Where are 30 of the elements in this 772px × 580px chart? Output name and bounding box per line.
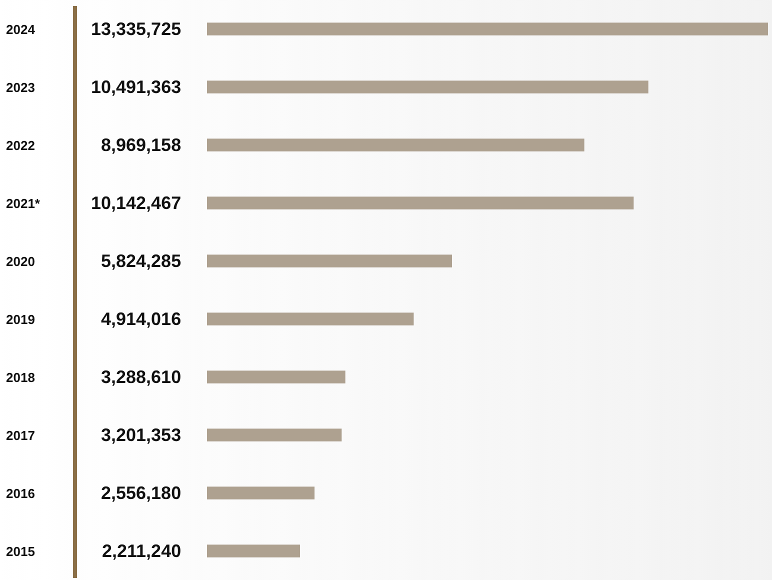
bar (207, 486, 315, 500)
bar (207, 312, 414, 326)
data-label: 10,142,467 (91, 193, 182, 213)
y-tick-label: 2016 (6, 486, 35, 501)
y-tick-label: 2019 (6, 312, 35, 327)
bar (207, 196, 634, 210)
data-label: 10,491,363 (91, 77, 182, 97)
y-tick-label: 2015 (6, 544, 35, 559)
data-label: 2,211,240 (102, 541, 182, 561)
y-tick-label: 2023 (6, 80, 35, 95)
data-label: 13,335,725 (91, 19, 182, 39)
data-label: 3,288,610 (101, 367, 182, 387)
bar (207, 22, 768, 36)
bar (207, 138, 584, 152)
data-label: 8,969,158 (101, 135, 182, 155)
data-label: 4,914,016 (101, 309, 182, 329)
bar (207, 80, 648, 94)
y-tick-label: 2017 (6, 428, 35, 443)
bar (207, 544, 300, 558)
data-label: 3,201,353 (101, 425, 182, 445)
y-tick-label: 2018 (6, 370, 35, 385)
y-tick-label: 2022 (6, 138, 35, 153)
data-label: 2,556,180 (101, 483, 182, 503)
y-tick-label: 2020 (6, 254, 35, 269)
bar (207, 428, 342, 442)
bar (207, 254, 452, 268)
data-label: 5,824,285 (101, 251, 182, 271)
y-tick-label: 2024 (6, 22, 36, 37)
bar (207, 370, 346, 384)
y-tick-label: 2021* (6, 196, 41, 211)
